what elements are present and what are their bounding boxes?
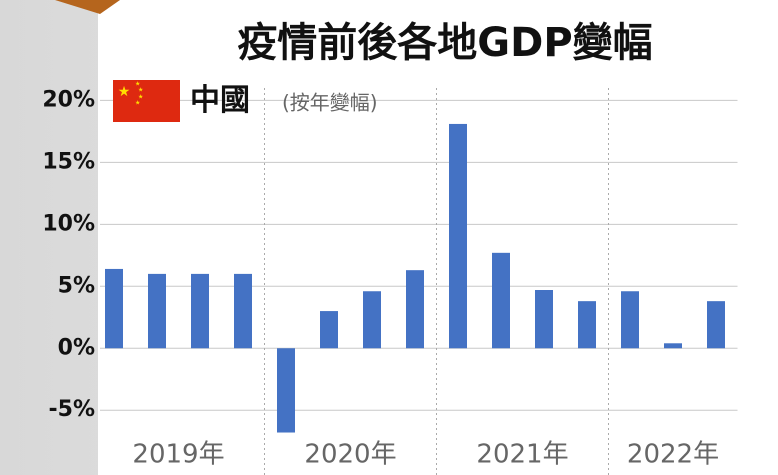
x-group-label: 2020年 (304, 440, 396, 470)
bar (449, 123, 467, 349)
chart-note: (按年變幅) (282, 91, 378, 115)
svg-text:★: ★ (138, 94, 143, 101)
bar (148, 273, 166, 349)
bar (664, 343, 682, 349)
y-tick-label: 10% (42, 211, 95, 236)
bar (578, 301, 596, 349)
y-tick-label: 0% (58, 335, 95, 360)
y-tick-label: 15% (42, 149, 95, 174)
book-decoration (55, 0, 120, 14)
bar (105, 268, 123, 349)
bar (492, 252, 510, 349)
svg-text:★: ★ (138, 87, 143, 94)
x-group-label: 2021年 (476, 440, 568, 470)
bar (707, 301, 725, 349)
flag: ★ ★ ★ ★ ★ (113, 80, 180, 122)
svg-text:★: ★ (118, 84, 131, 100)
chart-subtitle: 中國 (190, 83, 250, 118)
y-tick-label: 5% (58, 273, 95, 298)
bar (406, 270, 424, 349)
y-tick-label: 20% (42, 87, 95, 112)
bar (277, 348, 295, 433)
bar (191, 273, 209, 349)
bar (320, 311, 338, 349)
bar (363, 291, 381, 349)
bar (234, 273, 252, 349)
x-group-label: 2022年 (627, 440, 719, 470)
bar (535, 290, 553, 349)
bar (621, 291, 639, 349)
svg-text:★: ★ (135, 100, 140, 107)
x-group-label: 2019年 (132, 440, 224, 470)
plot-panel (98, 0, 778, 475)
chart-title: 疫情前後各地GDP變幅 (237, 20, 652, 66)
svg-text:★: ★ (135, 81, 140, 88)
y-tick-label: -5% (49, 397, 95, 422)
